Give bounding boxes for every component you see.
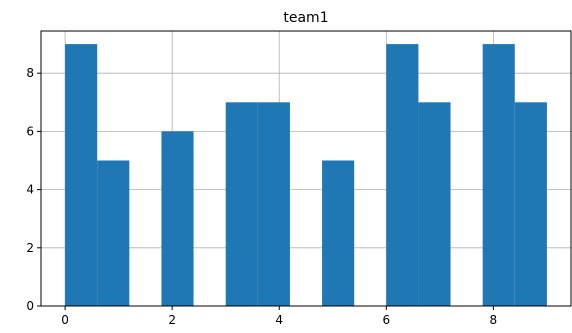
y-tick-label: 8 [26, 66, 34, 80]
histogram-bar [257, 102, 290, 306]
histogram-bar [514, 102, 547, 306]
y-tick-label: 0 [26, 299, 34, 313]
histogram-bar [386, 44, 419, 306]
chart-title: team1 [283, 10, 328, 26]
x-tick-label: 0 [61, 313, 69, 327]
x-tick-label: 8 [490, 313, 498, 327]
histogram-bar [65, 44, 98, 306]
y-axis-ticks: 0 2 4 6 8 [26, 66, 41, 313]
y-tick-label: 6 [26, 124, 34, 138]
x-tick-label: 6 [382, 313, 390, 327]
y-tick-label: 2 [26, 241, 34, 255]
histogram-bar [322, 160, 355, 306]
y-tick-label: 4 [26, 183, 34, 197]
histogram-bar [161, 131, 194, 306]
plot-frame [40, 30, 572, 307]
histogram-bar [225, 102, 258, 306]
histogram-bar [482, 44, 515, 306]
x-tick-label: 2 [168, 313, 176, 327]
bars [65, 44, 547, 306]
histogram-bar [97, 160, 130, 306]
x-axis-ticks: 0 2 4 6 8 [61, 306, 497, 327]
histogram-bar [418, 102, 451, 306]
x-tick-label: 4 [275, 313, 283, 327]
